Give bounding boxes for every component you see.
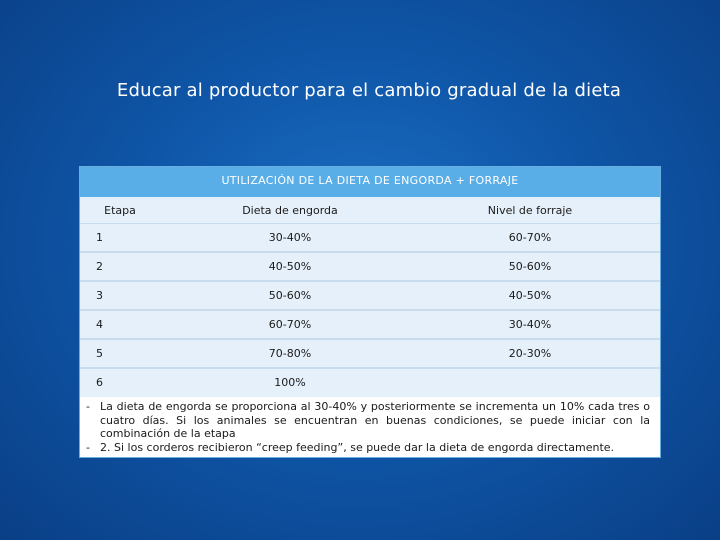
row-divider [80,251,660,253]
slide-title: Educar al productor para el cambio gradu… [116,80,622,101]
forraje-cell: 50-60% [508,260,552,273]
table-row: 2 40-50% 50-60% [80,253,660,281]
column-header-forraje: Nivel de forraje [487,204,573,217]
table-row: 3 50-60% 40-50% [80,282,660,310]
column-header-dieta: Dieta de engorda [242,204,338,217]
table-header: UTILIZACIÓN DE LA DIETA DE ENGORDA + FOR… [80,167,660,197]
note-item: - 2. Si los corderos recibieron “creep f… [80,441,660,455]
dieta-cell: 100% [274,376,306,389]
forage-diet-table: UTILIZACIÓN DE LA DIETA DE ENGORDA + FOR… [79,166,661,458]
etapa-cell: 4 [96,318,103,331]
table-notes: - La dieta de engorda se proporciona al … [80,400,660,454]
etapa-cell: 2 [96,260,103,273]
etapa-cell: 6 [96,376,103,389]
row-divider [80,309,660,311]
forraje-cell: 60-70% [508,231,552,244]
column-header-etapa: Etapa [104,204,136,217]
note-bullet: - [86,440,90,454]
forraje-cell: 20-30% [508,347,552,360]
note-text: La dieta de engorda se proporciona al 30… [100,400,650,440]
note-bullet: - [86,400,90,413]
table-row: 1 30-40% 60-70% [80,224,660,252]
forraje-cell: 40-50% [508,289,552,302]
dieta-cell: 40-50% [268,260,312,273]
forraje-cell [450,369,610,397]
row-divider [80,367,660,369]
dieta-cell: 30-40% [268,231,312,244]
forraje-cell: 30-40% [508,318,552,331]
dieta-cell: 70-80% [268,347,312,360]
etapa-cell: 1 [96,231,103,244]
etapa-cell: 5 [96,347,103,360]
row-divider [80,338,660,340]
column-header-row: Etapa Dieta de engorda Nivel de forraje [80,197,660,225]
note-text: 2. Si los corderos recibieron “creep fee… [100,440,615,454]
table-row: 6 100% [80,369,660,397]
dieta-cell: 60-70% [268,318,312,331]
table-row: 5 70-80% 20-30% [80,340,660,368]
note-item: - La dieta de engorda se proporciona al … [80,400,660,441]
table-row: 4 60-70% 30-40% [80,311,660,339]
row-divider [80,280,660,282]
etapa-cell: 3 [96,289,103,302]
dieta-cell: 50-60% [268,289,312,302]
